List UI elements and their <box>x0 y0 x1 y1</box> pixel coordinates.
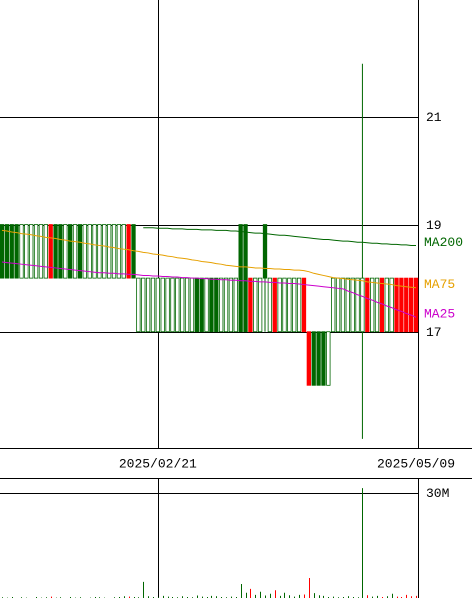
candle-body <box>19 224 24 279</box>
moving-average-line <box>143 227 416 246</box>
y-tick-label: 19 <box>426 218 442 233</box>
candle-body <box>267 277 273 333</box>
candle-body <box>287 277 292 333</box>
candle-body <box>29 224 34 279</box>
candle-body <box>194 277 199 333</box>
candle-body <box>209 277 214 333</box>
candle-body <box>199 277 204 333</box>
candle-body <box>219 277 224 333</box>
candle-body <box>68 224 73 279</box>
candle-body <box>175 277 180 333</box>
candle-body <box>228 277 234 333</box>
candle-body <box>253 277 258 333</box>
candle-body <box>184 277 190 333</box>
candle-body <box>204 277 209 333</box>
candle-body <box>214 277 219 333</box>
candle-body <box>97 224 102 279</box>
candle-body <box>9 224 14 279</box>
candle-body <box>53 224 58 279</box>
candle-body <box>248 277 253 333</box>
candle-body <box>4 224 10 279</box>
candle-body <box>374 277 380 333</box>
moving-average-line <box>1 229 417 289</box>
candle-body <box>92 224 97 279</box>
candle-body <box>58 224 63 279</box>
candle-body <box>141 277 146 333</box>
candle-body <box>43 224 48 279</box>
candle-body <box>87 224 92 279</box>
candle-body <box>180 277 185 333</box>
candle-body <box>165 277 170 333</box>
candle-body <box>33 224 39 279</box>
candle-body <box>296 277 302 333</box>
y-tick-label: 30M <box>426 486 449 501</box>
moving-average-line <box>1 261 417 318</box>
legend-label: MA25 <box>424 307 455 322</box>
candle-body <box>0 224 5 279</box>
candle-body <box>106 224 112 279</box>
candle-body <box>233 277 238 333</box>
candle-body <box>155 277 161 333</box>
candle-body <box>413 277 419 333</box>
candle-body <box>111 224 117 279</box>
candle-body <box>121 224 126 279</box>
candle-body <box>370 277 375 333</box>
candle-body <box>48 224 53 279</box>
candle-body <box>257 277 263 333</box>
candle-body <box>399 277 404 333</box>
candle-body <box>116 224 122 279</box>
candle-body <box>38 224 44 279</box>
candle-body <box>331 277 336 333</box>
candle-body <box>189 277 195 333</box>
candle-body <box>150 277 156 333</box>
candle-body <box>243 224 248 333</box>
candle-body <box>238 224 243 333</box>
candle-body <box>292 277 297 333</box>
candle-body <box>365 277 370 333</box>
candle-body <box>24 224 29 279</box>
candle-body <box>389 277 394 333</box>
y-tick-label: 21 <box>426 110 442 125</box>
candle-body <box>277 277 282 333</box>
candle-body <box>223 277 229 333</box>
candle-body <box>82 224 87 279</box>
candle-body <box>272 277 277 333</box>
candle-body <box>335 277 341 333</box>
candle-body <box>160 277 165 333</box>
candle-body <box>14 224 19 279</box>
candle-body <box>63 224 68 279</box>
candle-body <box>301 277 307 333</box>
candle-body <box>316 331 321 386</box>
candle-body <box>326 331 331 386</box>
candle-body <box>360 277 365 333</box>
candle-body <box>321 331 326 386</box>
candle-body <box>306 331 312 386</box>
candle-body <box>102 224 107 279</box>
candle-body <box>126 224 131 279</box>
legend-label: MA200 <box>424 235 463 250</box>
x-tick-label: 2025/05/09 <box>377 456 455 471</box>
candle-body <box>408 277 414 333</box>
candle-body <box>355 277 360 333</box>
candle-body <box>282 277 287 333</box>
candle-body <box>340 277 346 333</box>
candle-body <box>311 331 316 386</box>
x-tick-label: 2025/02/21 <box>119 456 197 471</box>
candle-body <box>77 224 83 279</box>
candle-body <box>345 277 350 333</box>
candle-body <box>72 224 78 279</box>
candle-body <box>404 277 409 333</box>
candle-body <box>136 277 141 333</box>
candle-body <box>262 224 268 279</box>
legend-label: MA75 <box>424 277 455 292</box>
candle-body <box>145 277 151 333</box>
y-tick-label: 17 <box>426 325 442 340</box>
candle-body <box>170 277 175 333</box>
candle-body <box>350 277 355 333</box>
candle-body <box>394 277 399 333</box>
